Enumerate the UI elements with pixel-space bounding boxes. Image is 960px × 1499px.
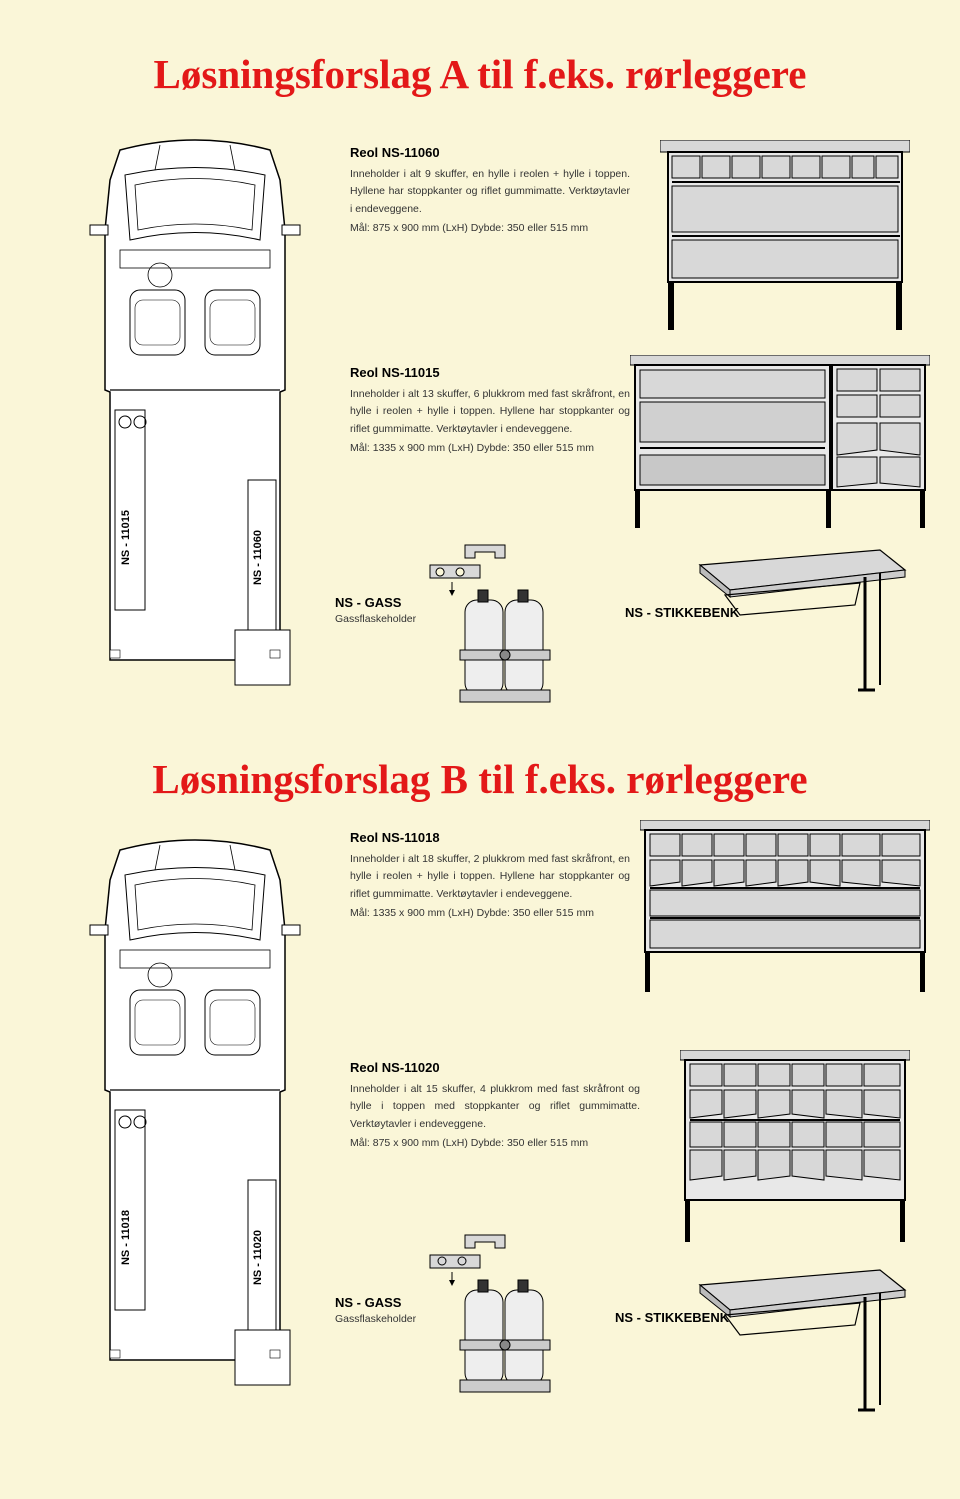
prod-a1-desc: Inneholder i alt 9 skuffer, en hylle i r… [350, 166, 630, 218]
section-a-title: Løsningsforslag A til f.eks. rørleggere [0, 50, 960, 98]
van-a-label-right: NS - 11060 [252, 530, 264, 585]
van-diagram-b: NS - 11018 NS - 11020 [80, 830, 310, 1395]
prod-b1-dims: Mål: 1335 x 900 mm (LxH) Dybde: 350 elle… [350, 905, 630, 922]
prod-b1-block: Reol NS-11018 Inneholder i alt 18 skuffe… [350, 830, 630, 922]
prod-a1-block: Reol NS-11060 Inneholder i alt 9 skuffer… [350, 145, 630, 237]
prod-b1-title: Reol NS-11018 [350, 830, 630, 845]
prod-b2-block: Reol NS-11020 Inneholder i alt 15 skuffe… [350, 1060, 640, 1152]
shelf-b1-diagram [640, 820, 930, 1000]
bench-b-diagram [680, 1255, 910, 1430]
shelf-a1-diagram [660, 140, 910, 340]
prod-b2-desc: Inneholder i alt 15 skuffer, 4 plukkrom … [350, 1081, 640, 1133]
shelf-b2-diagram [680, 1050, 910, 1250]
gass-a-diagram [410, 540, 560, 715]
prod-a1-dims: Mål: 875 x 900 mm (LxH) Dybde: 350 eller… [350, 220, 630, 237]
van-diagram-a: NS - 11015 NS - 11060 [80, 130, 310, 695]
prod-a2-title: Reol NS-11015 [350, 365, 630, 380]
prod-a1-title: Reol NS-11060 [350, 145, 630, 160]
gass-b-diagram [410, 1230, 560, 1405]
bench-a-diagram [680, 535, 910, 710]
prod-a2-block: Reol NS-11015 Inneholder i alt 13 skuffe… [350, 365, 630, 457]
prod-a2-desc: Inneholder i alt 13 skuffer, 6 plukkrom … [350, 386, 630, 438]
prod-b1-desc: Inneholder i alt 18 skuffer, 2 plukkrom … [350, 851, 630, 903]
shelf-a2-diagram [630, 355, 930, 535]
van-a-label-left: NS - 11015 [120, 510, 132, 565]
section-b-title: Løsningsforslag B til f.eks. rørleggere [0, 755, 960, 803]
prod-b2-dims: Mål: 875 x 900 mm (LxH) Dybde: 350 eller… [350, 1135, 640, 1152]
van-b-label-right: NS - 11020 [252, 1230, 264, 1285]
prod-a2-dims: Mål: 1335 x 900 mm (LxH) Dybde: 350 elle… [350, 440, 630, 457]
prod-b2-title: Reol NS-11020 [350, 1060, 640, 1075]
van-b-label-left: NS - 11018 [120, 1210, 132, 1265]
